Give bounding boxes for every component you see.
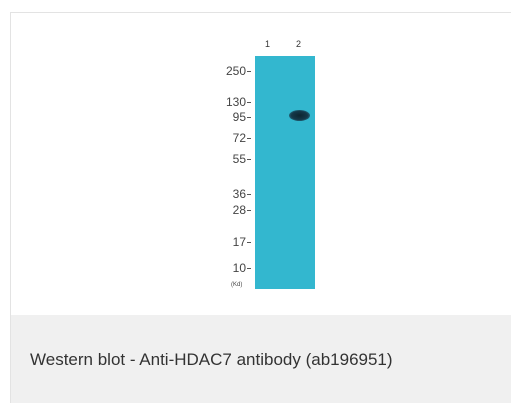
unit-label: (Kd): [231, 282, 243, 288]
protein-band: [289, 110, 310, 121]
figure-image[interactable]: 1 2 250 130 95 72 55 36 28 17 10 (Kd): [11, 13, 511, 315]
figure-card: 1 2 250 130 95 72 55 36 28 17 10 (Kd) We…: [10, 12, 511, 403]
marker-10: 10: [233, 262, 251, 274]
marker-130: 130: [226, 96, 251, 108]
lane-label-2: 2: [296, 39, 302, 49]
marker-28: 28: [233, 204, 251, 216]
marker-72: 72: [233, 132, 251, 144]
marker-36: 36: [233, 188, 251, 200]
marker-95: 95: [233, 111, 251, 123]
caption-area: Western blot - Anti-HDAC7 antibody (ab19…: [11, 315, 511, 403]
marker-17: 17: [233, 236, 251, 248]
blot-membrane: [255, 56, 315, 289]
lane-label-1: 1: [265, 39, 271, 49]
marker-55: 55: [233, 153, 251, 165]
figure-caption: Western blot - Anti-HDAC7 antibody (ab19…: [30, 350, 393, 369]
western-blot: 1 2 250 130 95 72 55 36 28 17 10 (Kd): [197, 39, 317, 294]
marker-250: 250: [226, 65, 251, 77]
